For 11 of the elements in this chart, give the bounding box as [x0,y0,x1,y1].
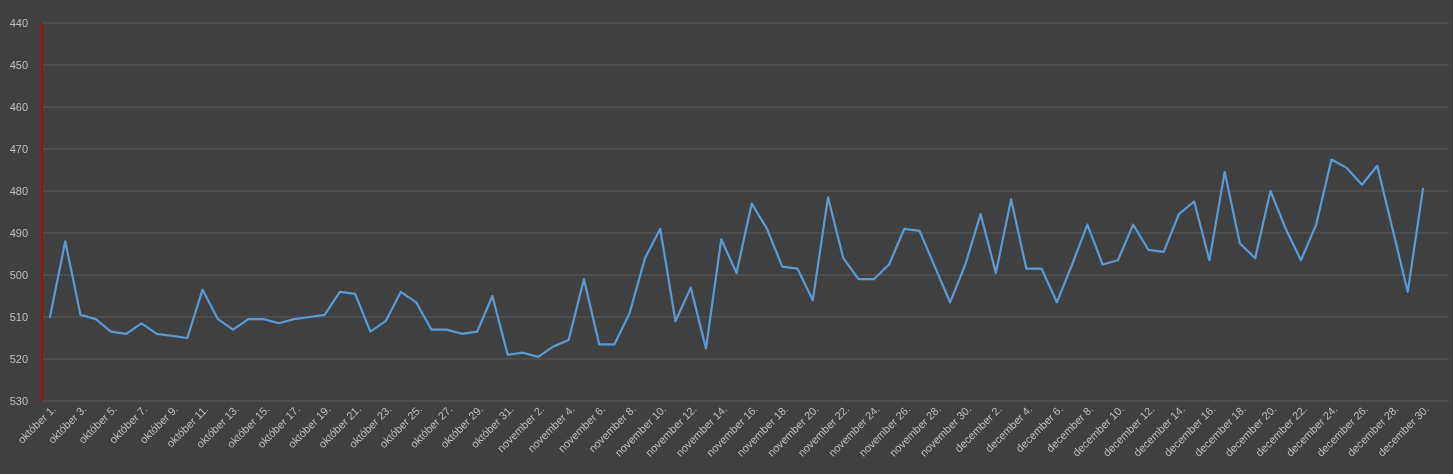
y-tick-label: 480 [9,184,28,197]
line-series [48,158,1425,358]
y-tick-label: 510 [9,310,28,323]
y-tick-label: 530 [9,394,28,407]
y-tick-label: 460 [9,100,28,113]
y-tick-label: 470 [9,142,28,155]
y-tick-label: 490 [9,226,28,239]
y-tick-label: 500 [9,268,28,281]
y-tick-label: 440 [9,16,28,29]
y-tick-label: 520 [9,352,28,365]
y-tick-label: 450 [9,58,28,71]
